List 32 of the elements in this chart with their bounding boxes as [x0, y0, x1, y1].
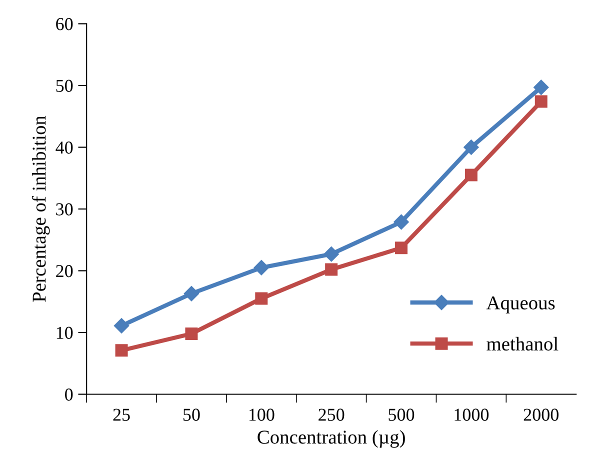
y-tick-label: 60 — [56, 18, 73, 30]
point — [255, 292, 268, 305]
point — [394, 214, 409, 230]
point — [185, 327, 198, 340]
x-tick-label: 100 — [249, 408, 274, 421]
x-tick-label: 250 — [318, 408, 344, 421]
y-tick-label: 50 — [56, 80, 73, 92]
y-tick-label: 30 — [56, 203, 73, 216]
y-tick-label: 0 — [65, 388, 73, 401]
point — [534, 95, 548, 108]
y-tick-label: 20 — [56, 265, 73, 278]
point — [395, 242, 408, 254]
point — [184, 286, 200, 302]
point — [114, 318, 130, 334]
x-tick-label: 2000 — [524, 408, 559, 421]
x-tick-label: 25 — [113, 408, 130, 421]
y-tick-label: 10 — [56, 326, 73, 339]
y-tick-label: 40 — [56, 142, 73, 154]
point — [464, 140, 479, 155]
point — [254, 260, 269, 276]
point — [464, 168, 478, 182]
y-axis-title: Percentage of inhibition — [32, 116, 50, 302]
point — [324, 246, 339, 262]
legend-label: Aqueous — [486, 296, 555, 314]
point — [115, 344, 128, 357]
x-axis-title: Concentration (µg) — [258, 430, 405, 448]
point — [325, 263, 338, 276]
x-tick-label: 50 — [183, 408, 200, 421]
x-tick-label: 1000 — [454, 408, 489, 421]
x-tick-label: 500 — [388, 408, 414, 421]
point — [534, 80, 549, 95]
legend-label: methanol — [486, 336, 558, 351]
